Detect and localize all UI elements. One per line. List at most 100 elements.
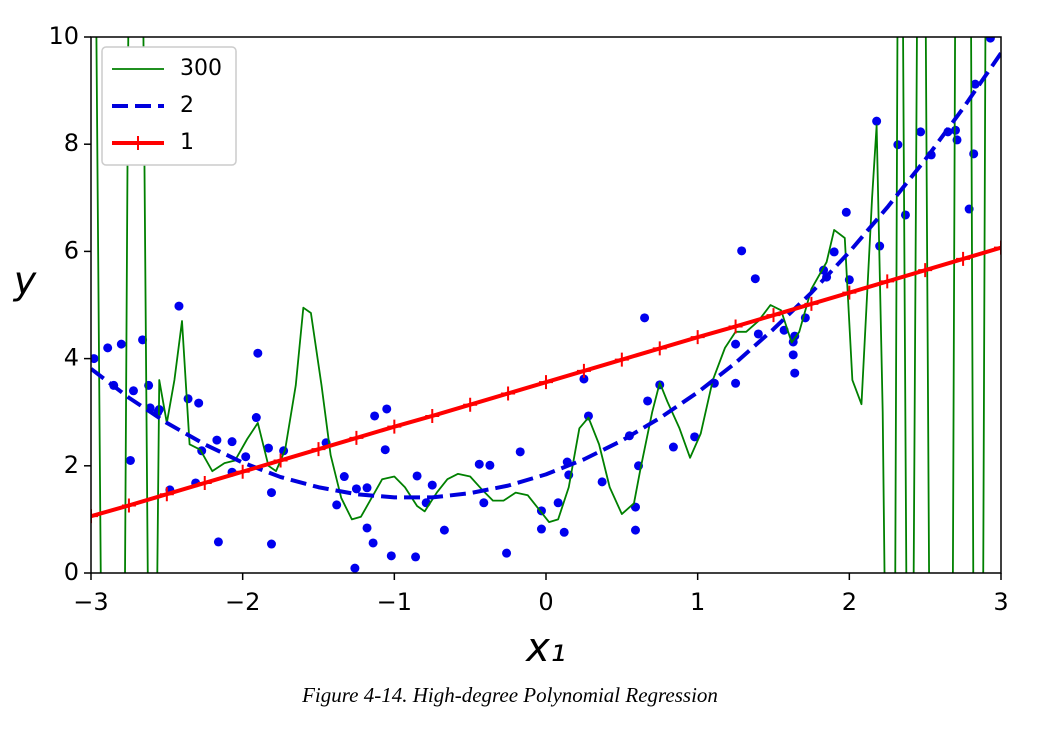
x-tick-label: −3 — [73, 588, 108, 616]
data-point — [731, 378, 741, 388]
data-point — [370, 411, 380, 421]
data-point — [841, 207, 851, 217]
data-point — [579, 374, 589, 384]
data-point — [128, 386, 138, 396]
data-point — [536, 524, 546, 534]
data-point — [553, 498, 563, 508]
data-point — [474, 459, 484, 469]
data-point — [515, 447, 525, 457]
y-axis-label: y — [13, 259, 37, 303]
plus-marker — [652, 341, 667, 356]
y-tick-label: 6 — [64, 236, 79, 264]
x-axis-label: x₁ — [524, 625, 566, 671]
series-line — [95, 37, 987, 573]
plus-marker — [463, 397, 478, 412]
data-point — [183, 394, 193, 404]
data-point — [253, 348, 263, 358]
data-point — [386, 551, 396, 561]
data-point — [439, 525, 449, 535]
data-point — [630, 525, 640, 535]
plus-marker — [728, 319, 743, 334]
y-tick-label: 0 — [64, 558, 79, 586]
data-point — [479, 498, 489, 508]
legend-label: 300 — [180, 56, 222, 81]
data-point — [241, 452, 251, 462]
x-tick-label: −1 — [377, 588, 412, 616]
data-point — [872, 116, 882, 126]
plus-marker — [766, 308, 781, 323]
data-point — [174, 301, 184, 311]
series-line — [91, 51, 1001, 500]
data-point — [332, 500, 342, 510]
data-point — [916, 127, 926, 137]
data-point — [266, 488, 276, 498]
y-tick-label: 8 — [64, 129, 79, 157]
plus-marker — [994, 240, 1001, 255]
data-point — [116, 339, 126, 349]
y-tick-label: 2 — [64, 451, 79, 479]
data-point — [559, 527, 569, 537]
data-point — [368, 538, 378, 548]
plus-marker — [197, 475, 212, 490]
plus-marker — [880, 274, 895, 289]
data-point — [668, 442, 678, 452]
data-point — [583, 411, 593, 421]
data-point — [753, 329, 763, 339]
data-point — [227, 437, 237, 447]
data-point — [597, 477, 607, 487]
data-point — [380, 445, 390, 455]
plus-marker — [235, 464, 250, 479]
y-tick-label: 4 — [64, 344, 79, 372]
y-tick-label: 10 — [48, 22, 79, 50]
plus-marker — [159, 487, 174, 502]
data-point — [263, 443, 273, 453]
data-point — [640, 313, 650, 323]
plus-marker — [121, 498, 136, 513]
plus-marker — [956, 251, 971, 266]
plus-marker — [349, 430, 364, 445]
data-point — [985, 37, 995, 43]
data-point — [427, 480, 437, 490]
legend-label: 2 — [180, 93, 194, 118]
data-point — [138, 335, 148, 345]
x-tick-label: 0 — [538, 588, 553, 616]
data-point — [362, 523, 372, 533]
plus-marker — [918, 263, 933, 278]
caption: Figure 4-14. High-degree Polynomial Regr… — [301, 683, 718, 707]
data-point — [266, 539, 276, 549]
legend-label: 1 — [180, 130, 194, 155]
data-point — [91, 354, 99, 364]
plus-marker — [425, 408, 440, 423]
data-point — [731, 339, 741, 349]
data-point — [502, 548, 512, 558]
plus-marker — [501, 386, 516, 401]
data-point — [737, 246, 747, 256]
x-tick-label: −2 — [225, 588, 260, 616]
plus-marker — [842, 285, 857, 300]
plus-marker — [804, 296, 819, 311]
plus-marker — [387, 419, 402, 434]
data-point — [643, 396, 653, 406]
data-point — [213, 537, 223, 547]
data-point — [194, 398, 204, 408]
data-point — [750, 274, 760, 284]
legend: 300 2 1 — [101, 46, 237, 166]
data-point — [690, 432, 700, 442]
plus-marker — [91, 509, 98, 524]
data-point — [788, 350, 798, 360]
plus-marker — [576, 363, 591, 378]
plus-marker — [614, 352, 629, 367]
data-point — [485, 460, 495, 470]
data-point — [382, 404, 392, 414]
data-point — [212, 435, 222, 445]
plus-marker — [690, 330, 705, 345]
plus-marker — [273, 453, 288, 468]
data-point — [350, 563, 360, 573]
plot-area — [91, 37, 1001, 573]
data-point — [351, 484, 361, 494]
x-tick-label: 3 — [993, 588, 1008, 616]
data-point — [411, 552, 421, 562]
data-point — [362, 483, 372, 493]
data-point — [125, 455, 135, 465]
